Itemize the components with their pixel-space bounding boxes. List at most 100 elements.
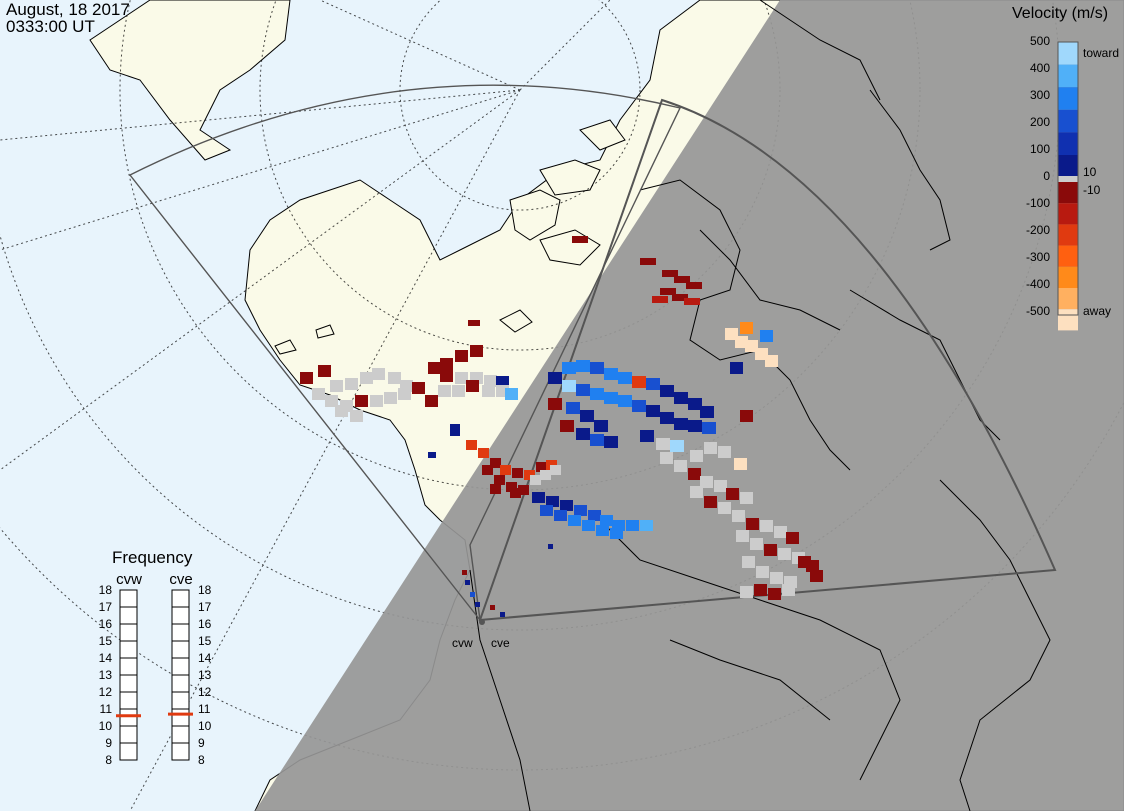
velocity-cell	[740, 410, 753, 422]
velocity-cell	[618, 395, 632, 407]
velocity-cell	[560, 420, 574, 432]
velocity-cell	[688, 468, 701, 480]
frequency-cell	[119, 640, 138, 659]
frequency-scale-left: 12	[99, 685, 113, 699]
velocity-cell	[750, 538, 763, 550]
frequency-cell	[171, 708, 190, 727]
velocity-cell	[360, 372, 373, 384]
away-label: away	[1083, 304, 1111, 318]
velocity-cell	[684, 298, 700, 305]
frequency-cell	[171, 691, 190, 710]
velocity-cell	[318, 365, 331, 377]
velocity-cell	[384, 392, 397, 404]
colorbar-tick-label: 500	[1030, 34, 1050, 48]
velocity-cell	[768, 588, 781, 600]
velocity-cell	[572, 236, 588, 243]
velocity-cell	[672, 294, 688, 301]
velocity-cell	[726, 488, 739, 500]
velocity-cell	[674, 392, 688, 404]
velocity-cell	[428, 362, 441, 374]
velocity-cell	[440, 358, 453, 370]
toward-label: toward	[1083, 46, 1119, 60]
frequency-scale-left: 18	[99, 583, 113, 597]
frequency-cell	[171, 674, 190, 693]
velocity-cell	[466, 380, 479, 392]
velocity-cell	[626, 520, 639, 531]
colorbar-title: Velocity (m/s)	[1012, 5, 1109, 22]
velocity-cell	[662, 270, 678, 277]
frequency-cell	[171, 640, 190, 659]
velocity-cell	[755, 348, 768, 360]
arctic-island-2	[539, 159, 601, 196]
frequency-scale-right: 18	[198, 583, 212, 597]
radar-site-label-cvw: cvw	[452, 636, 473, 650]
velocity-cell	[660, 452, 673, 464]
frequency-cell	[119, 674, 138, 693]
velocity-cell	[646, 378, 660, 390]
velocity-cell	[478, 448, 489, 458]
velocity-cell	[656, 438, 670, 450]
velocity-cell	[370, 395, 383, 407]
velocity-cell	[702, 422, 716, 434]
velocity-cell	[428, 452, 436, 458]
frequency-scale-left: 10	[99, 719, 113, 733]
velocity-cell	[756, 566, 769, 578]
velocity-cell	[652, 296, 668, 303]
velocity-cell	[530, 475, 541, 485]
frequency-radar-name: cvw	[116, 571, 142, 588]
velocity-cell	[455, 372, 468, 384]
velocity-cell	[688, 420, 702, 432]
frequency-scale-right: 14	[198, 651, 212, 665]
velocity-cell	[725, 328, 738, 340]
velocity-cell	[510, 488, 521, 498]
velocity-cell	[505, 388, 518, 400]
colorbar-tick-label: -200	[1026, 223, 1050, 237]
velocity-cell	[760, 520, 773, 532]
velocity-cell	[778, 548, 791, 560]
arctic-island-5	[499, 309, 533, 333]
velocity-cell	[462, 570, 467, 575]
frequency-scale-right: 9	[198, 736, 205, 750]
siberia-land	[89, 0, 291, 161]
date-label: August, 18 2017	[6, 0, 130, 19]
velocity-cell	[580, 410, 594, 422]
frequency-radar-name: cve	[169, 571, 192, 588]
arctic-island-3	[579, 119, 626, 151]
velocity-cell	[484, 375, 497, 387]
colorbar-segment	[1058, 309, 1078, 331]
aleutian-island-2	[315, 324, 335, 339]
velocity-cell	[548, 544, 553, 549]
velocity-cell	[660, 288, 676, 295]
colorbar-segment	[1058, 266, 1078, 288]
velocity-cell	[312, 388, 325, 400]
velocity-cell	[670, 440, 684, 452]
velocity-cell	[612, 520, 625, 531]
velocity-cell	[524, 470, 535, 480]
colorbar-segment	[1058, 245, 1078, 267]
frequency-scale-right: 17	[198, 600, 212, 614]
frequency-scale-right: 10	[198, 719, 212, 733]
colorbar-segment	[1058, 176, 1078, 182]
colorbar-segment	[1058, 224, 1078, 246]
velocity-cell	[440, 370, 453, 382]
velocity-cell	[690, 450, 703, 462]
frequency-scale-left: 15	[99, 634, 113, 648]
velocity-cell	[425, 395, 438, 407]
aleutian-island	[274, 339, 297, 355]
colorbar-tick-label: -400	[1026, 277, 1050, 291]
frequency-scale-right: 8	[198, 753, 205, 767]
velocity-cell	[704, 442, 717, 454]
velocity-cell	[574, 505, 587, 516]
velocity-cell	[604, 436, 618, 448]
velocity-cell	[350, 410, 363, 422]
colorbar-segment	[1058, 155, 1078, 178]
velocity-cell	[554, 510, 567, 521]
velocity-cell	[325, 395, 338, 407]
velocity-cell	[674, 460, 687, 472]
velocity-cell	[330, 380, 343, 392]
velocity-cell	[490, 484, 501, 494]
colorbar-tick-label: -500	[1026, 304, 1050, 318]
velocity-colorbar: 500400300200100100-10-100-200-300-400-50…	[1026, 34, 1119, 331]
colorbar-segment	[1058, 42, 1078, 65]
